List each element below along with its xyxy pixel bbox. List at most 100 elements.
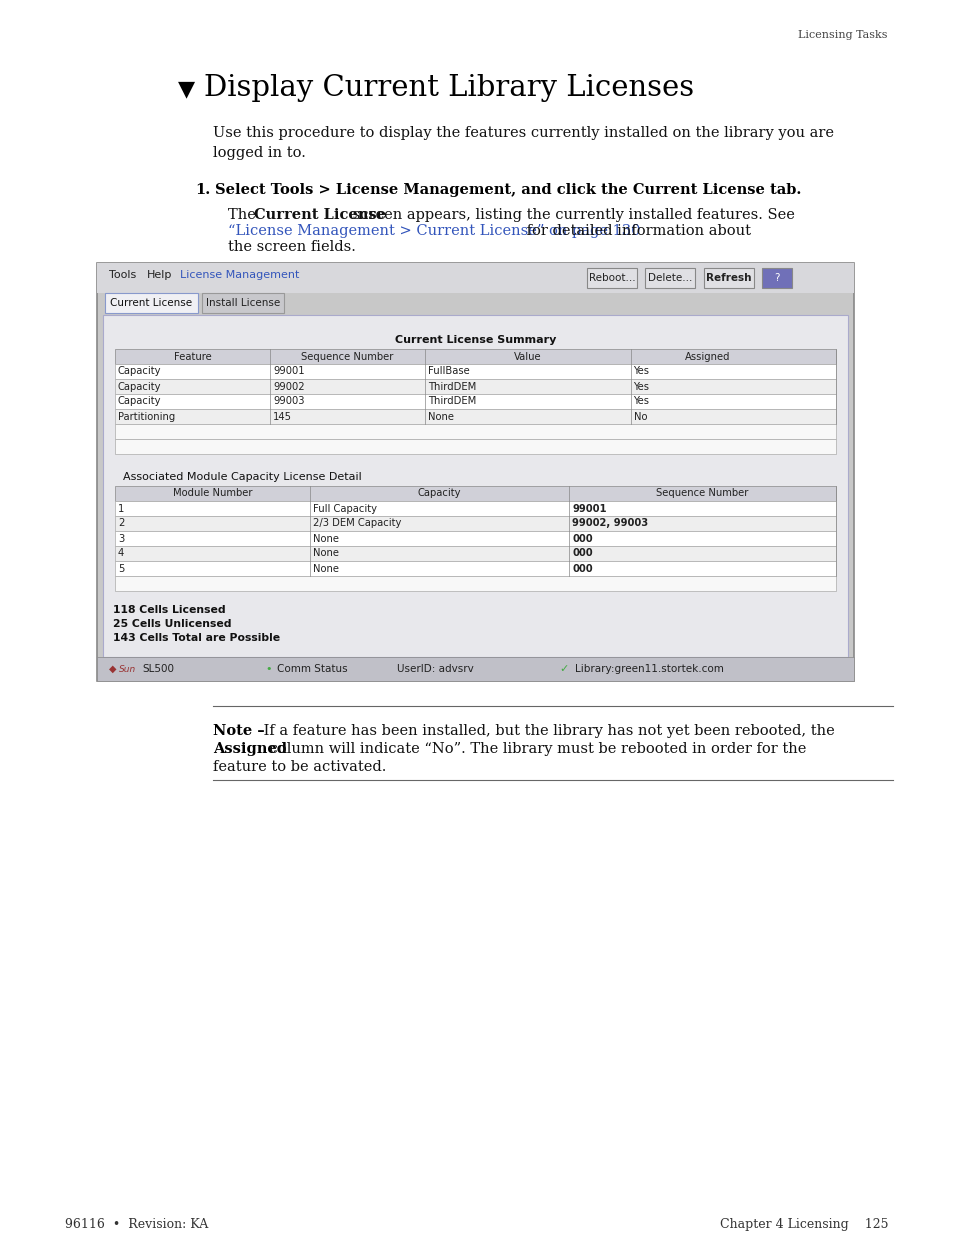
Text: Help: Help [147,270,172,280]
FancyBboxPatch shape [103,315,847,657]
FancyBboxPatch shape [115,394,835,409]
Text: 25 Cells Unlicensed: 25 Cells Unlicensed [112,619,232,629]
Text: Assigned: Assigned [213,742,287,756]
Text: 99002: 99002 [273,382,304,391]
Text: Refresh: Refresh [705,273,751,283]
Text: “License Management > Current License” on page 130: “License Management > Current License” o… [228,224,639,238]
FancyBboxPatch shape [115,561,835,576]
FancyBboxPatch shape [115,364,835,379]
Text: Yes: Yes [633,382,649,391]
Text: Value: Value [514,352,541,362]
Text: Yes: Yes [633,396,649,406]
Text: Licensing Tasks: Licensing Tasks [798,30,887,40]
FancyBboxPatch shape [97,263,853,680]
Text: FullBase: FullBase [428,367,469,377]
Text: 000: 000 [572,563,592,573]
Text: column will indicate “No”. The library must be rebooted in order for the: column will indicate “No”. The library m… [265,742,805,756]
Text: for detailed information about: for detailed information about [521,224,750,238]
Text: 99001: 99001 [572,504,606,514]
FancyBboxPatch shape [97,263,853,293]
Text: Full Capacity: Full Capacity [313,504,376,514]
Text: None: None [313,548,338,558]
Text: None: None [313,563,338,573]
Text: Delete...: Delete... [647,273,692,283]
Text: Capacity: Capacity [118,367,161,377]
Text: Capacity: Capacity [118,396,161,406]
Text: The: The [228,207,260,222]
FancyBboxPatch shape [115,501,835,516]
Text: 4: 4 [118,548,124,558]
FancyBboxPatch shape [703,268,753,288]
Text: Comm Status: Comm Status [276,664,347,674]
FancyBboxPatch shape [761,268,791,288]
Text: If a feature has been installed, but the library has not yet been rebooted, the: If a feature has been installed, but the… [258,724,834,739]
FancyBboxPatch shape [115,516,835,531]
Text: Capacity: Capacity [417,489,460,499]
Text: •: • [265,664,272,674]
FancyBboxPatch shape [105,293,198,312]
Text: UserID: advsrv: UserID: advsrv [396,664,474,674]
Text: ThirdDEM: ThirdDEM [428,382,476,391]
Text: 99003: 99003 [273,396,304,406]
FancyBboxPatch shape [115,546,835,561]
FancyBboxPatch shape [202,293,284,312]
FancyBboxPatch shape [115,409,835,424]
Text: None: None [428,411,454,421]
Text: 99002, 99003: 99002, 99003 [572,519,648,529]
Text: Sequence Number: Sequence Number [656,489,748,499]
Text: ◆: ◆ [109,664,116,674]
Text: Current License Summary: Current License Summary [395,335,556,345]
Text: 2/3 DEM Capacity: 2/3 DEM Capacity [313,519,400,529]
Text: 118 Cells Licensed: 118 Cells Licensed [112,605,226,615]
Text: ▼: ▼ [178,78,195,100]
Text: Current License: Current License [253,207,386,222]
Text: Associated Module Capacity License Detail: Associated Module Capacity License Detai… [123,472,361,482]
Text: ✓: ✓ [558,664,568,674]
Text: Capacity: Capacity [118,382,161,391]
FancyBboxPatch shape [644,268,695,288]
Text: Library:green11.stortek.com: Library:green11.stortek.com [575,664,723,674]
Text: 000: 000 [572,548,592,558]
Text: 96116  •  Revision: KA: 96116 • Revision: KA [65,1218,208,1231]
Text: Yes: Yes [633,367,649,377]
Text: 145: 145 [273,411,292,421]
Text: 3: 3 [118,534,124,543]
FancyBboxPatch shape [115,487,835,501]
FancyBboxPatch shape [97,657,853,680]
Text: Partitioning: Partitioning [118,411,175,421]
Text: 143 Cells Total are Possible: 143 Cells Total are Possible [112,634,280,643]
Text: screen appears, listing the currently installed features. See: screen appears, listing the currently in… [348,207,794,222]
Text: Use this procedure to display the features currently installed on the library yo: Use this procedure to display the featur… [213,126,833,161]
Text: Select Tools > License Management, and click the Current License tab.: Select Tools > License Management, and c… [214,183,801,198]
Text: 2: 2 [118,519,124,529]
Text: SL500: SL500 [142,664,173,674]
Text: 99001: 99001 [273,367,304,377]
Text: Feature: Feature [173,352,212,362]
FancyBboxPatch shape [115,379,835,394]
Text: Chapter 4 Licensing    125: Chapter 4 Licensing 125 [720,1218,888,1231]
Text: 000: 000 [572,534,592,543]
Text: ThirdDEM: ThirdDEM [428,396,476,406]
FancyBboxPatch shape [115,350,835,364]
Text: Install License: Install License [206,298,280,308]
Text: ?: ? [774,273,779,283]
Text: Sun: Sun [119,664,136,673]
Text: License Management: License Management [180,270,299,280]
Text: 1.: 1. [194,183,210,198]
FancyBboxPatch shape [115,576,835,592]
Text: Note –: Note – [213,724,264,739]
Text: No: No [633,411,646,421]
FancyBboxPatch shape [115,438,835,454]
Text: Module Number: Module Number [172,489,252,499]
Text: Assigned: Assigned [684,352,730,362]
Text: the screen fields.: the screen fields. [228,240,355,254]
Text: feature to be activated.: feature to be activated. [213,760,386,774]
Text: 1: 1 [118,504,124,514]
Text: None: None [313,534,338,543]
Text: Tools: Tools [109,270,136,280]
FancyBboxPatch shape [115,531,835,546]
Text: Reboot...: Reboot... [588,273,635,283]
Text: 5: 5 [118,563,124,573]
FancyBboxPatch shape [586,268,637,288]
Text: Current License: Current License [110,298,192,308]
